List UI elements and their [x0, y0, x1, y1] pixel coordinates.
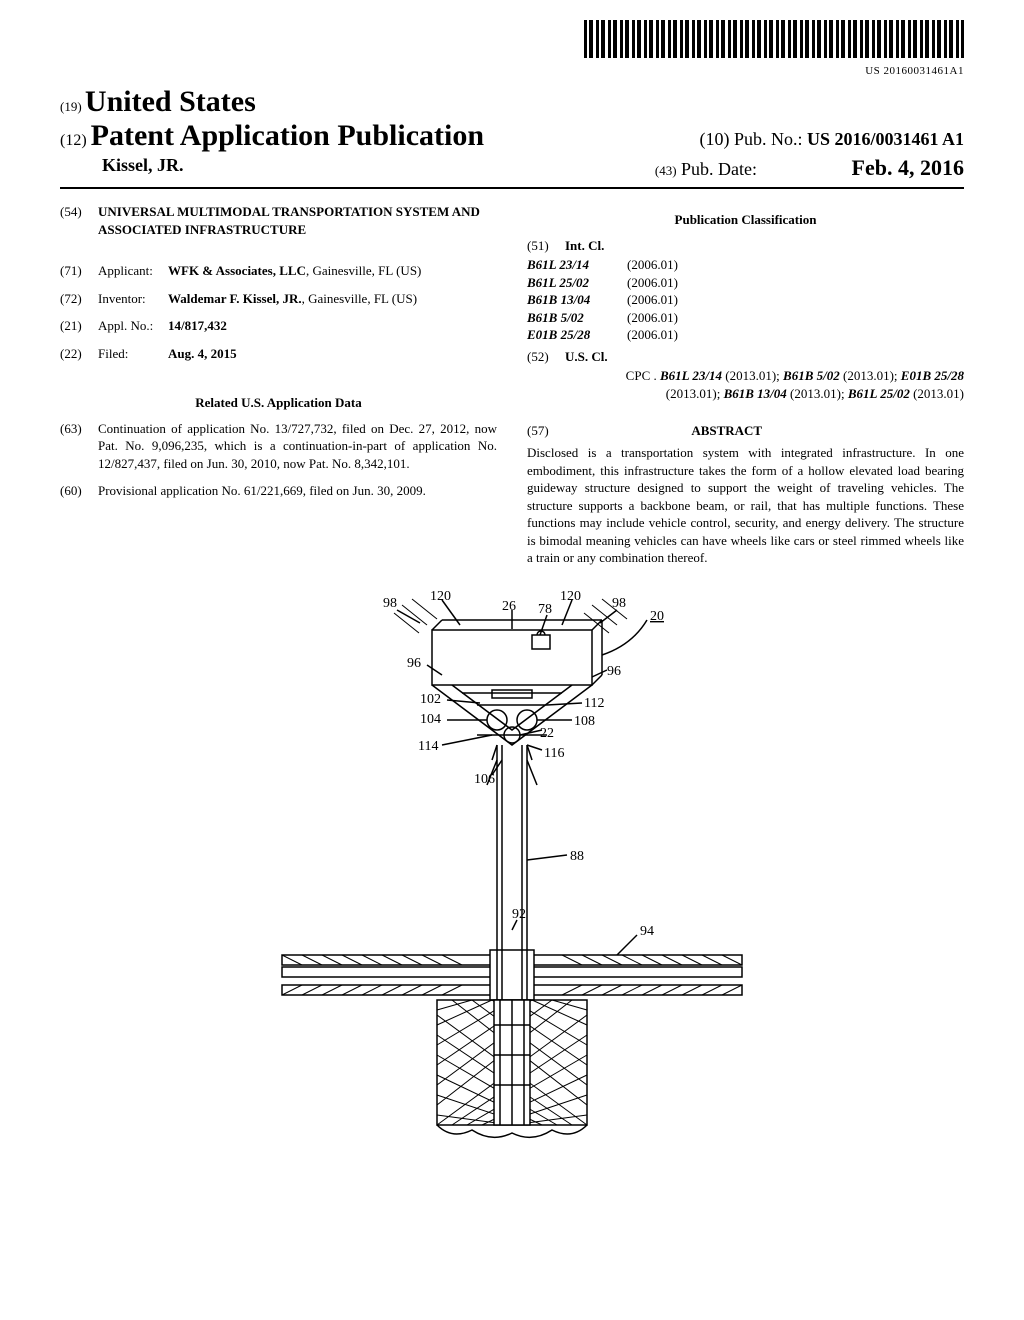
figure-label-106: 106 — [474, 772, 495, 787]
figure-label-98b: 98 — [612, 596, 626, 611]
inventor-name: Waldemar F. Kissel, JR. — [168, 291, 302, 306]
field-71: (71) Applicant: WFK & Associates, LLC, G… — [60, 262, 497, 280]
figure-label-112: 112 — [584, 696, 604, 711]
intcl-version: (2006.01) — [627, 256, 964, 274]
figure-label-78: 78 — [538, 602, 552, 617]
intcl-version: (2006.01) — [627, 291, 964, 309]
applicant-name: WFK & Associates, LLC — [168, 263, 306, 278]
intcl-row: E01B 25/28(2006.01) — [527, 326, 964, 344]
related-heading: Related U.S. Application Data — [60, 394, 497, 412]
field-52: (52) U.S. Cl. — [527, 348, 964, 366]
figure-label-114: 114 — [418, 739, 438, 754]
prefix-57: (57) — [527, 423, 549, 438]
prefix-63: (63) — [60, 420, 98, 473]
intcl-code: B61B 13/04 — [527, 291, 627, 309]
abstract-heading: ABSTRACT — [552, 422, 902, 440]
intcl-row: B61B 13/04(2006.01) — [527, 291, 964, 309]
figure-label-96a: 96 — [407, 656, 421, 671]
intcl-row: B61L 23/14(2006.01) — [527, 256, 964, 274]
intcl-version: (2006.01) — [627, 274, 964, 292]
prefix-12: (12) — [60, 132, 87, 149]
prefix-19: (19) — [60, 99, 82, 114]
inventor-loc: , Gainesville, FL (US) — [302, 291, 417, 306]
figure-label-92: 92 — [512, 907, 526, 922]
figure-label-102: 102 — [420, 692, 441, 707]
intcl-code: B61L 23/14 — [527, 256, 627, 274]
appl-no: 14/817,432 — [168, 318, 227, 333]
field-57: (57) ABSTRACT — [527, 416, 964, 440]
figure-label-116: 116 — [544, 746, 564, 761]
cpc-label: CPC . — [626, 368, 657, 383]
intcl-version: (2006.01) — [627, 309, 964, 327]
country: United States — [85, 85, 256, 118]
uscl-label: U.S. Cl. — [565, 349, 608, 364]
pub-no: US 2016/0031461 A1 — [807, 129, 964, 149]
left-column: (54) UNIVERSAL MULTIMODAL TRANSPORTATION… — [60, 203, 497, 567]
figure-label-120b: 120 — [560, 589, 581, 604]
field-60: (60) Provisional application No. 61/221,… — [60, 482, 497, 500]
intcl-row: B61B 5/02(2006.01) — [527, 309, 964, 327]
two-column-layout: (54) UNIVERSAL MULTIMODAL TRANSPORTATION… — [60, 203, 964, 567]
figure-label-94: 94 — [640, 924, 654, 939]
prefix-21: (21) — [60, 317, 98, 335]
pub-date-label: Pub. Date: — [681, 159, 757, 179]
intcl-label: Int. Cl. — [565, 238, 604, 253]
classification-heading: Publication Classification — [527, 211, 964, 229]
prefix-60: (60) — [60, 482, 98, 500]
cpc-block: CPC . B61L 23/14 (2013.01); B61B 5/02 (2… — [585, 367, 964, 402]
intcl-code: B61L 25/02 — [527, 274, 627, 292]
barcode — [584, 20, 964, 58]
intcl-code: B61B 5/02 — [527, 309, 627, 327]
patent-figure: 98 98 120 120 26 78 20 96 96 102 112 104… — [202, 585, 822, 1145]
figure-label-88: 88 — [570, 849, 584, 864]
filed-label: Filed: — [98, 345, 168, 363]
prefix-52: (52) — [527, 348, 565, 366]
applicant-label: Applicant: — [98, 262, 168, 280]
cpc-text: B61L 23/14 (2013.01); B61B 5/02 (2013.01… — [660, 368, 964, 401]
figure-label-20: 20 — [650, 609, 664, 624]
applicant-loc: , Gainesville, FL (US) — [306, 263, 421, 278]
publication-type: Patent Application Publication — [91, 119, 484, 152]
prefix-71: (71) — [60, 262, 98, 280]
prefix-54: (54) — [60, 203, 98, 238]
figure-label-120a: 120 — [430, 589, 451, 604]
prefix-72: (72) — [60, 290, 98, 308]
intcl-row: B61L 25/02(2006.01) — [527, 274, 964, 292]
field-21: (21) Appl. No.: 14/817,432 — [60, 317, 497, 335]
figure-label-98a: 98 — [383, 596, 397, 611]
right-column: Publication Classification (51) Int. Cl.… — [527, 203, 964, 567]
author: Kissel, JR. — [102, 155, 184, 181]
inventor-label: Inventor: — [98, 290, 168, 308]
field-22: (22) Filed: Aug. 4, 2015 — [60, 345, 497, 363]
prefix-22: (22) — [60, 345, 98, 363]
filed-date: Aug. 4, 2015 — [168, 346, 237, 361]
field-54: (54) UNIVERSAL MULTIMODAL TRANSPORTATION… — [60, 203, 497, 238]
figure-label-96b: 96 — [607, 664, 621, 679]
field-63: (63) Continuation of application No. 13/… — [60, 420, 497, 473]
intcl-table: B61L 23/14(2006.01)B61L 25/02(2006.01)B6… — [527, 256, 964, 344]
invention-title: UNIVERSAL MULTIMODAL TRANSPORTATION SYST… — [98, 203, 497, 238]
pub-date: Feb. 4, 2016 — [852, 155, 964, 180]
figure-label-26: 26 — [502, 599, 516, 614]
figure-label-104: 104 — [420, 712, 441, 727]
related-63-text: Continuation of application No. 13/727,7… — [98, 420, 497, 473]
figure-label-108: 108 — [574, 714, 595, 729]
divider — [60, 187, 964, 189]
intcl-version: (2006.01) — [627, 326, 964, 344]
pub-no-label: Pub. No.: — [734, 129, 803, 149]
barcode-area: US 20160031461A1 — [60, 20, 964, 77]
related-60-text: Provisional application No. 61/221,669, … — [98, 482, 497, 500]
header-block: (19) United States (12) Patent Applicati… — [60, 85, 964, 181]
prefix-51: (51) — [527, 237, 565, 255]
field-51: (51) Int. Cl. — [527, 237, 964, 255]
figure-label-22: 22 — [540, 726, 554, 741]
abstract-body: Disclosed is a transportation system wit… — [527, 444, 964, 567]
intcl-code: E01B 25/28 — [527, 326, 627, 344]
figure-area: 98 98 120 120 26 78 20 96 96 102 112 104… — [60, 585, 964, 1150]
field-72: (72) Inventor: Waldemar F. Kissel, JR., … — [60, 290, 497, 308]
barcode-label: US 20160031461A1 — [60, 65, 964, 77]
prefix-10: (10) — [699, 129, 729, 149]
prefix-43: (43) — [655, 163, 677, 178]
appl-label: Appl. No.: — [98, 317, 168, 335]
